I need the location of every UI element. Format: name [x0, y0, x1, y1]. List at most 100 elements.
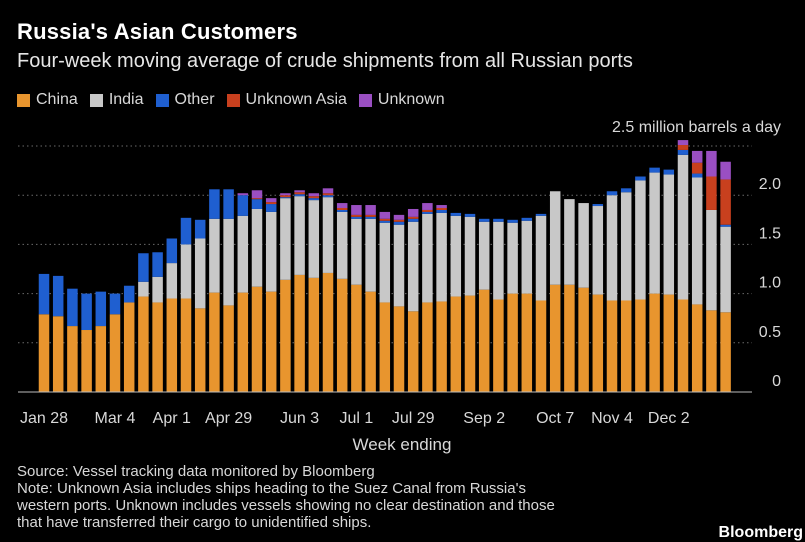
y-tick-label-0: 0	[772, 373, 781, 390]
y-tick-label-3: 1.5	[759, 225, 781, 242]
bar-unknown-22	[351, 205, 362, 215]
bar-china-39	[592, 294, 604, 392]
bar-other-5	[109, 293, 121, 315]
bar-other-11	[194, 219, 206, 239]
bar-india-7	[138, 281, 149, 297]
bar-china-45	[677, 299, 689, 392]
bar-india-33	[507, 222, 518, 294]
bar-china-14	[237, 292, 249, 392]
bar-unknown-asia-24	[379, 218, 391, 221]
bar-india-38	[578, 203, 589, 288]
x-tick-label-7: Sep 2	[463, 410, 505, 427]
bar-china-47	[706, 310, 717, 392]
bar-unknown-26	[407, 208, 419, 217]
bar-china-4	[95, 326, 107, 392]
bar-other-12	[209, 189, 220, 219]
bar-china-40	[606, 300, 618, 392]
bar-china-12	[209, 292, 220, 392]
legend-label-china: China	[36, 91, 78, 108]
bar-other-43	[649, 167, 660, 173]
x-tick-label-0: Jan 28	[20, 410, 68, 427]
bar-other-20	[322, 195, 334, 198]
bar-other-44	[663, 169, 675, 175]
bar-other-34	[521, 217, 533, 221]
bar-other-35	[535, 213, 547, 216]
bar-china-44	[663, 294, 675, 392]
x-tick-label-6: Jul 29	[392, 410, 435, 427]
bar-india-28	[436, 212, 447, 302]
bar-china-31	[478, 289, 490, 392]
bar-india-37	[564, 199, 575, 285]
bar-other-21	[336, 209, 348, 212]
bar-unknown-15	[251, 190, 263, 199]
bar-india-47	[706, 209, 717, 311]
bar-unknown-16	[265, 198, 277, 203]
legend-label-india: India	[108, 91, 144, 108]
bar-unknown-48	[720, 161, 731, 180]
bar-other-7	[138, 253, 149, 282]
bar-china-1	[52, 316, 64, 392]
legend-item-other: Other	[155, 91, 215, 109]
bar-other-14	[237, 195, 249, 216]
legend-label-unknown-asia: Unknown Asia	[245, 91, 347, 108]
bar-unknown-46	[691, 150, 703, 163]
source-note: Source: Vessel tracking data monitored b…	[17, 463, 375, 480]
bar-other-40	[606, 191, 618, 196]
bar-other-23	[365, 216, 376, 219]
bar-other-29	[450, 212, 462, 216]
note-line-2: western ports. Unknown includes vessels …	[17, 497, 555, 514]
bar-india-14	[237, 215, 249, 293]
legend-label-other: Other	[174, 91, 215, 108]
bar-unknown-asia-26	[407, 216, 419, 219]
x-tick-label-2: Apr 1	[153, 410, 191, 427]
chart-title: Russia's Asian Customers	[17, 19, 298, 44]
bar-unknown-14	[237, 193, 249, 196]
bar-india-25	[393, 224, 405, 307]
bar-china-41	[620, 300, 632, 392]
y-tick-label-1: 0.5	[759, 324, 781, 341]
bar-unknown-20	[322, 188, 334, 194]
bar-unknown-24	[379, 211, 391, 219]
legend-item-unknown: Unknown	[358, 91, 445, 109]
bar-unknown-23	[365, 205, 376, 215]
bar-unknown-asia-46	[691, 162, 703, 174]
x-tick-label-5: Jul 1	[340, 410, 374, 427]
legend-item-india: India	[89, 91, 144, 109]
bar-india-40	[606, 195, 618, 301]
bar-unknown-17	[280, 193, 291, 196]
bar-other-9	[166, 238, 178, 264]
y-unit-label: 2.5 million barrels a day	[612, 119, 781, 136]
bar-china-22	[351, 284, 362, 392]
bar-other-25	[393, 221, 405, 225]
x-tick-label-1: Mar 4	[95, 410, 136, 427]
bar-other-42	[635, 176, 646, 181]
bar-india-19	[308, 200, 320, 278]
bar-china-27	[422, 302, 433, 392]
bar-unknown-19	[308, 193, 320, 197]
note-line-1: Note: Unknown Asia includes ships headin…	[17, 480, 526, 497]
bar-china-18	[294, 274, 305, 392]
x-tick-label-3: Apr 29	[205, 410, 252, 427]
bar-china-33	[507, 293, 518, 392]
bar-india-48	[720, 226, 731, 313]
bar-other-24	[379, 220, 391, 223]
bar-unknown-asia-20	[322, 193, 334, 196]
bar-other-41	[620, 188, 632, 193]
bar-china-34	[521, 293, 533, 392]
bar-other-10	[180, 217, 192, 245]
bar-india-22	[351, 218, 362, 285]
bar-china-3	[81, 330, 92, 392]
bar-india-27	[422, 213, 433, 303]
bar-india-36	[549, 191, 561, 285]
bar-other-4	[95, 291, 107, 327]
bar-other-17	[280, 197, 291, 199]
x-tick-label-9: Nov 4	[591, 410, 633, 427]
bar-india-32	[493, 221, 504, 300]
bar-china-32	[493, 299, 504, 392]
bar-unknown-28	[436, 205, 447, 208]
bloomberg-logo: Bloomberg	[718, 524, 803, 541]
bar-india-44	[663, 174, 675, 295]
legend-swatch-other	[155, 93, 169, 107]
x-axis-title: Week ending	[353, 435, 452, 454]
